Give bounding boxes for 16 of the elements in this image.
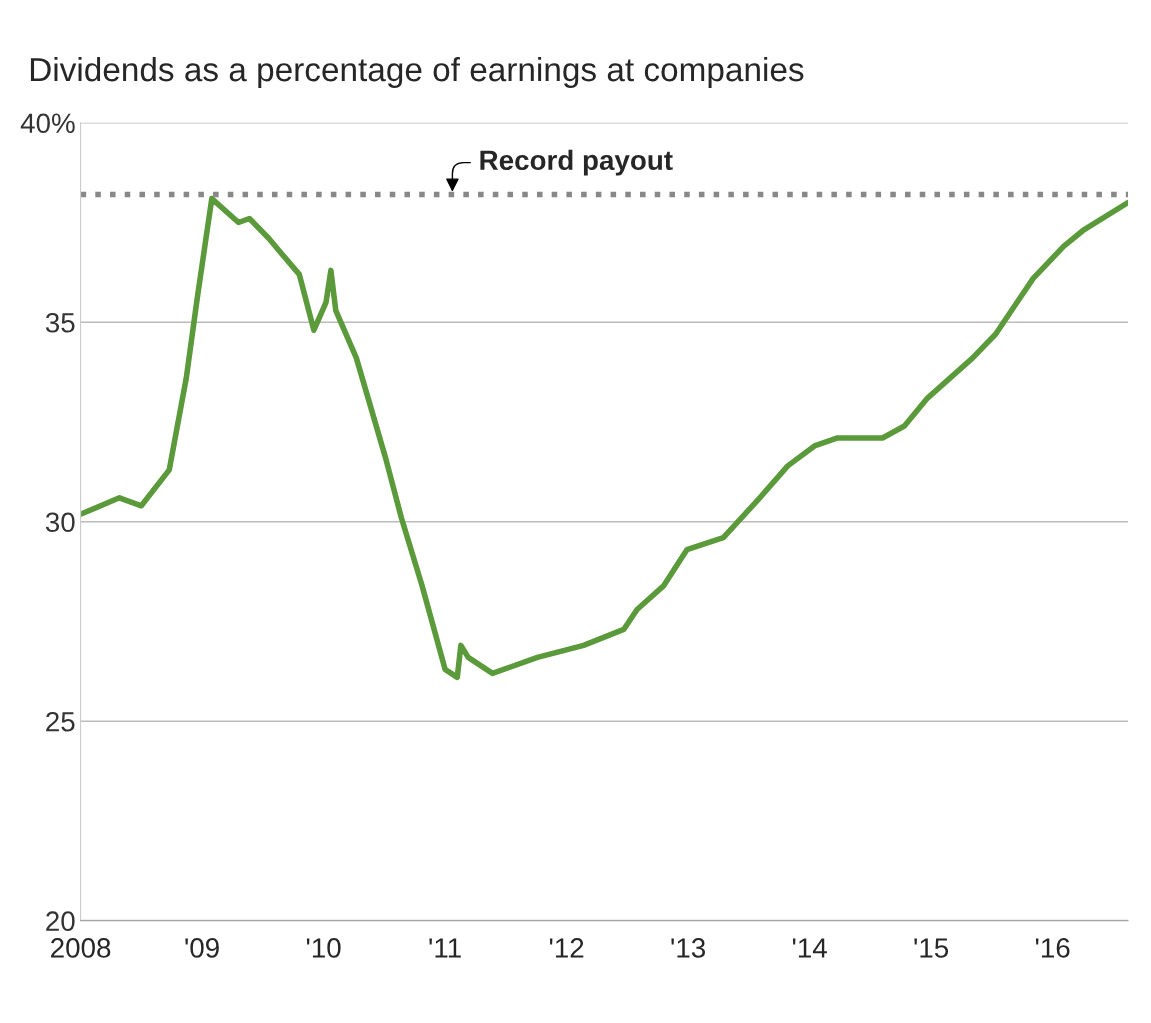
x-tick-label: '13 (671, 938, 705, 958)
x-tick-label: '12 (549, 938, 584, 958)
x-tick-label: 2008 (51, 938, 111, 958)
x-tick-label: '09 (185, 938, 219, 958)
y-tick-label: 35 (45, 312, 75, 333)
y-tick-label: 40% (20, 113, 75, 134)
y-tick-label: 25 (46, 711, 75, 732)
x-tick-label: '10 (306, 938, 341, 958)
y-tick-label: 20 (46, 911, 75, 932)
ref-line-label: Record payout (480, 149, 673, 176)
x-tick-label: '14 (792, 938, 827, 958)
x-tick-label: '16 (1035, 938, 1070, 958)
chart-title: Dividends as a percentage of earnings at companies (30, 56, 804, 89)
x-tick-label: '11 (429, 938, 461, 958)
x-tick-label: '15 (914, 938, 949, 958)
y-tick-label: 30 (45, 512, 75, 533)
